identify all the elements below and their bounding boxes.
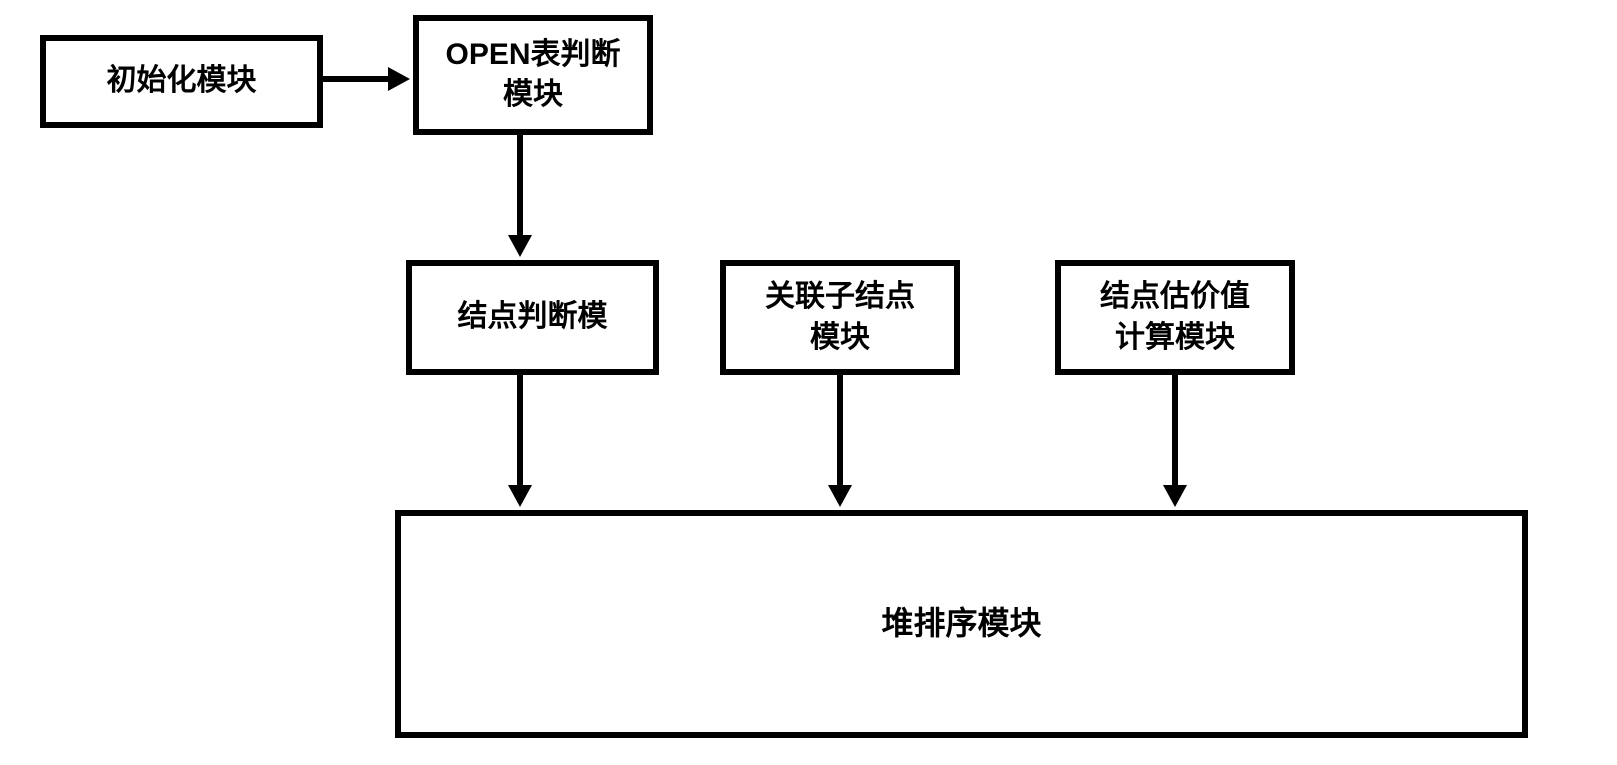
node-heap-sort: 堆排序模块 — [395, 510, 1528, 738]
arrow-value-to-heap-line — [1172, 375, 1178, 487]
arrow-value-to-heap-head — [1163, 485, 1187, 507]
node-node-judge: 结点判断模 — [406, 260, 659, 375]
node-init-label: 初始化模块 — [107, 61, 257, 102]
arrow-child-to-heap-line — [837, 375, 843, 487]
node-child-assoc-label: 关联子结点模块 — [765, 277, 915, 358]
node-heap-sort-label: 堆排序模块 — [881, 602, 1041, 645]
arrow-init-to-open-head — [388, 67, 410, 91]
arrow-open-to-nodejudge-line — [517, 135, 523, 237]
arrow-child-to-heap-head — [828, 485, 852, 507]
node-open-judge-label: OPEN表判断模块 — [445, 35, 620, 116]
node-node-judge-label: 结点判断模 — [458, 297, 608, 338]
node-child-assoc: 关联子结点模块 — [720, 260, 960, 375]
arrow-open-to-nodejudge-head — [508, 235, 532, 257]
arrow-nodejudge-to-heap-head — [508, 485, 532, 507]
arrow-nodejudge-to-heap-line — [517, 375, 523, 487]
node-init: 初始化模块 — [40, 35, 323, 128]
node-open-judge: OPEN表判断模块 — [413, 15, 653, 135]
node-node-value-label: 结点估价值计算模块 — [1100, 277, 1250, 358]
arrow-init-to-open-line — [323, 76, 390, 82]
node-node-value: 结点估价值计算模块 — [1055, 260, 1295, 375]
